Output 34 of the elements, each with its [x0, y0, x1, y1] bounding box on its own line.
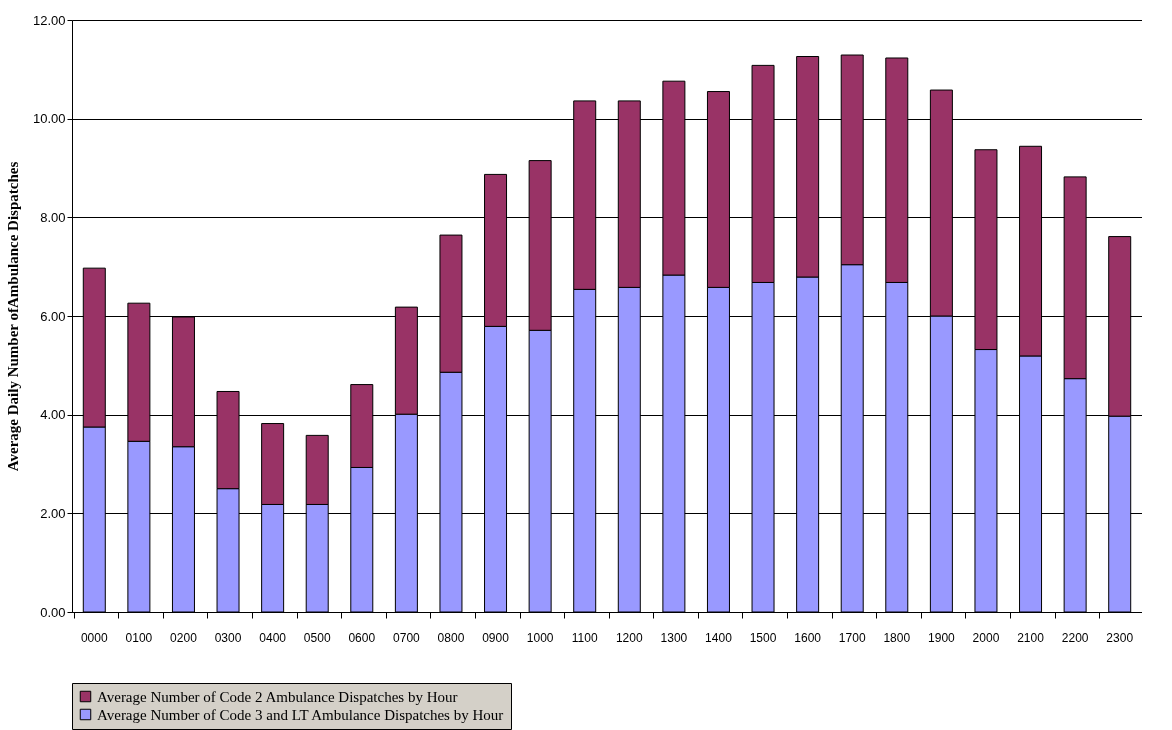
x-tick-label: 0100	[125, 630, 153, 645]
y-tick-label: 4.00	[40, 407, 66, 423]
legend-label: Average Number of Code 3 and LT Ambulance Dispatches by Hour	[97, 706, 504, 723]
x-tick-label: 0400	[259, 630, 287, 645]
x-tick-label: 0600	[348, 630, 376, 645]
x-tick-label: 1600	[794, 630, 822, 645]
x-tick-label: 1900	[928, 630, 956, 645]
x-tick-label: 1400	[705, 630, 733, 645]
y-tick-label: 2.00	[40, 505, 66, 521]
y-tick-label: 6.00	[40, 308, 66, 324]
y-tick-label: 8.00	[40, 209, 66, 225]
x-tick-label: 0900	[482, 630, 510, 645]
x-tick-label: 0500	[303, 630, 331, 645]
x-tick-label: 1700	[838, 630, 866, 645]
x-tick-label: 1100	[571, 630, 598, 645]
x-tick-label: 1300	[660, 630, 688, 645]
x-tick-label: 0000	[80, 630, 108, 645]
x-tick-label: 2200	[1061, 630, 1089, 645]
x-tick-label: 1000	[526, 630, 554, 645]
x-tick-label: 0300	[214, 630, 242, 645]
x-tick-label: 0800	[437, 630, 465, 645]
y-tick-label: 0.00	[40, 604, 66, 620]
x-tick-label: 2300	[1106, 630, 1134, 645]
y-tick-label: 10.00	[32, 111, 66, 127]
x-tick-label: 1500	[749, 630, 777, 645]
x-tick-label: 1800	[883, 630, 911, 645]
y-axis-title: Average Daily Number ofAmbulance Dispatches	[4, 161, 21, 472]
legend-label: Average Number of Code 2 Ambulance Dispatches by Hour	[97, 688, 458, 705]
x-tick-label: 2100	[1017, 630, 1045, 645]
y-tick-label: 12.00	[32, 12, 66, 28]
x-tick-label: 0200	[170, 630, 198, 645]
x-tick-label: 1200	[615, 630, 643, 645]
x-tick-label: 0700	[393, 630, 421, 645]
x-tick-label: 2000	[972, 630, 1000, 645]
